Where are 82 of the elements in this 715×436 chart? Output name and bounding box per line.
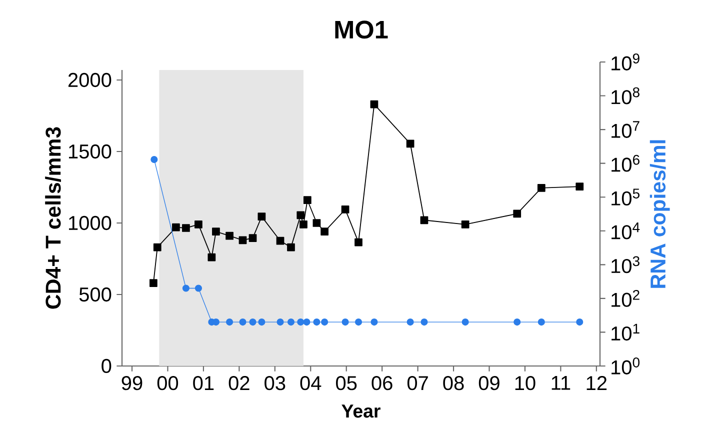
x-tick-label: 04 [300,376,322,390]
point [406,140,414,148]
x-tick-label: 05 [336,376,357,390]
point [226,318,234,326]
point [249,318,256,326]
point [194,220,202,228]
x-tick-label: 10 [515,376,536,390]
y2-tick-label: 10$^{7}$ [612,121,640,138]
x-tick-label: 08 [443,376,464,390]
point [370,318,378,326]
point [514,318,521,326]
x-tick-label: 07 [407,376,428,390]
x-tick-label: 06 [372,376,392,390]
point [342,318,349,326]
point [212,228,220,236]
point [576,318,584,326]
point [276,236,284,245]
y-tick-label: 2000 [68,72,112,88]
point [462,318,469,326]
point [172,223,180,232]
x-tick-label: 12 [586,376,607,390]
y-tick-label: 0 [102,358,112,374]
point [461,220,470,228]
point [420,216,428,224]
x-tick-label: 09 [478,376,500,390]
x-tick-label: 01 [193,376,214,390]
point [370,100,378,108]
point [354,238,362,246]
point [226,232,234,240]
point [341,205,350,214]
point [354,318,362,326]
point [320,228,328,236]
point [303,196,312,204]
y-axis-title: CD4+ T cells/mm3 [45,127,61,309]
point [513,210,522,218]
point [303,318,310,326]
point [208,253,216,262]
x-tick-label: 02 [228,376,250,390]
chart-title: MO1 [335,20,388,39]
y2-tick-label: 10$^{5}$ [612,188,640,206]
y2-tick-label: 10$^{4}$ [612,222,640,240]
point [538,318,545,326]
point [576,182,584,190]
point [287,318,295,326]
point [150,279,158,287]
y2-tick-label: 10$^{8}$ [612,87,640,104]
point [287,243,295,252]
y2-tick-label: 10$^{6}$ [612,154,640,172]
x-tick-label: 00 [157,376,178,390]
x-tick-label: 99 [122,376,142,390]
point [296,211,305,220]
point [313,318,320,326]
point [153,243,162,252]
point [420,318,428,326]
point [276,318,284,326]
point [182,284,190,292]
y2-axis-title: RNA copies/ml [650,140,670,288]
point [321,318,328,326]
point [194,284,202,292]
y-tick-label: 1000 [69,216,112,230]
point [406,318,414,326]
point [258,212,266,220]
point [248,234,257,242]
point [182,224,190,232]
y2-tick-label: 10$^{2}$ [612,290,640,307]
point [238,236,247,244]
point [312,219,321,227]
y2-tick-label: 10$^{0}$ [612,358,640,374]
y2-tick-label: 10$^{9}$ [612,54,640,70]
point [297,318,304,326]
y2-tick-label: 10$^{3}$ [612,256,640,274]
x-axis-title: Year [342,404,380,418]
y-tick-label: 1500 [69,144,112,159]
y-tick-label: 500 [79,287,112,302]
x-tick-label: 03 [264,376,286,390]
point [537,184,546,192]
point [258,318,266,326]
point [300,220,308,228]
x-tick-label: 11 [552,376,570,390]
y2-tick-label: 10$^{1}$ [612,324,640,341]
point [150,156,158,164]
point [239,318,246,326]
